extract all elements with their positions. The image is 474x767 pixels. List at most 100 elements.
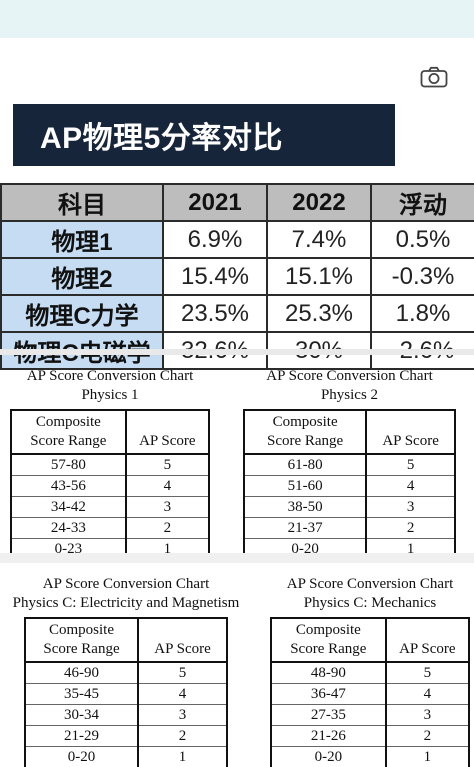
table-row: 物理1 6.9% 7.4% 0.5%: [1, 221, 474, 258]
conversion-chart-physics-c-mechanics: AP Score Conversion Chart Physics C: Mec…: [270, 575, 470, 767]
header-line: Score Range: [245, 432, 365, 451]
range-cell: 38-50: [245, 497, 366, 518]
value-change: 0.5%: [371, 221, 474, 258]
score-cell: 3: [366, 497, 454, 518]
score-cell: 2: [386, 726, 468, 747]
camera-icon: [420, 66, 448, 88]
range-cell: 21-29: [26, 726, 138, 747]
subject-cell: 物理C力学: [1, 295, 163, 332]
score-cell: 5: [366, 454, 454, 476]
top-band: [0, 0, 474, 38]
range-cell: 48-90: [272, 662, 386, 684]
chart-caption: AP Score Conversion Chart: [243, 367, 456, 386]
score-cell: 3: [126, 497, 208, 518]
table-header-row: Composite Score Range AP Score: [245, 411, 454, 454]
header-score-range: Composite Score Range: [12, 411, 126, 454]
range-cell: 46-90: [26, 662, 138, 684]
value-2022: 15.1%: [267, 258, 371, 295]
section-divider: [0, 349, 474, 355]
subject-cell: 物理1: [1, 221, 163, 258]
table-header-row: Composite Score Range AP Score: [26, 619, 226, 662]
header-line: Score Range: [12, 432, 125, 451]
score-cell: 4: [386, 684, 468, 705]
chart-caption: AP Score Conversion Chart: [0, 575, 252, 594]
table-header-row: Composite Score Range AP Score: [272, 619, 468, 662]
value-2022: 25.3%: [267, 295, 371, 332]
score-cell: 4: [138, 684, 226, 705]
table-header-row: Composite Score Range AP Score: [12, 411, 208, 454]
range-cell: 57-80: [12, 454, 126, 476]
conversion-chart-physics-1: AP Score Conversion Chart Physics 1 Comp…: [10, 367, 210, 559]
score-cell: 5: [386, 662, 468, 684]
chart-subject: Physics C: Electricity and Magnetism: [0, 594, 252, 613]
range-cell: 0-20: [26, 747, 138, 767]
score-cell: 3: [138, 705, 226, 726]
header-score-range: Composite Score Range: [245, 411, 366, 454]
header-line: Composite: [12, 413, 125, 432]
header-score-range: Composite Score Range: [26, 619, 138, 662]
header-line: Composite: [272, 621, 385, 640]
section-divider: [0, 553, 474, 563]
page-title: AP物理5分率对比: [13, 104, 395, 166]
range-cell: 35-45: [26, 684, 138, 705]
header-ap-score: AP Score: [138, 619, 226, 662]
table-row: 物理C力学 23.5% 25.3% 1.8%: [1, 295, 474, 332]
header-subject: 科目: [1, 184, 163, 221]
range-cell: 21-26: [272, 726, 386, 747]
score-cell: 2: [366, 518, 454, 539]
value-2021: 23.5%: [163, 295, 267, 332]
range-cell: 61-80: [245, 454, 366, 476]
header-line: Composite: [245, 413, 365, 432]
header-2022: 2022: [267, 184, 371, 221]
header-score-range: Composite Score Range: [272, 619, 386, 662]
chart-subject: Physics 2: [243, 386, 456, 405]
score-cell: 3: [386, 705, 468, 726]
range-cell: 21-37: [245, 518, 366, 539]
header-change: 浮动: [371, 184, 474, 221]
score-cell: 5: [126, 454, 208, 476]
score-cell: 2: [138, 726, 226, 747]
range-cell: 27-35: [272, 705, 386, 726]
value-2021: 15.4%: [163, 258, 267, 295]
score-cell: 5: [138, 662, 226, 684]
chart-subject: Physics 1: [10, 386, 210, 405]
value-change: -0.3%: [371, 258, 474, 295]
camera-button[interactable]: [420, 66, 448, 88]
range-cell: 36-47: [272, 684, 386, 705]
chart-subject: Physics C: Mechanics: [270, 594, 470, 613]
header-line: Score Range: [26, 640, 137, 659]
value-2022: 7.4%: [267, 221, 371, 258]
range-cell: 43-56: [12, 476, 126, 497]
subject-cell: 物理2: [1, 258, 163, 295]
table-row: 物理2 15.4% 15.1% -0.3%: [1, 258, 474, 295]
conversion-chart-physics-2: AP Score Conversion Chart Physics 2 Comp…: [243, 367, 456, 559]
range-cell: 34-42: [12, 497, 126, 518]
chart-caption: AP Score Conversion Chart: [10, 367, 210, 386]
chart-caption: AP Score Conversion Chart: [270, 575, 470, 594]
header-ap-score: AP Score: [126, 411, 208, 454]
score-comparison-table: 科目 2021 2022 浮动 物理1 6.9% 7.4% 0.5% 物理2 1…: [0, 183, 474, 370]
value-change: 1.8%: [371, 295, 474, 332]
header-ap-score: AP Score: [386, 619, 468, 662]
